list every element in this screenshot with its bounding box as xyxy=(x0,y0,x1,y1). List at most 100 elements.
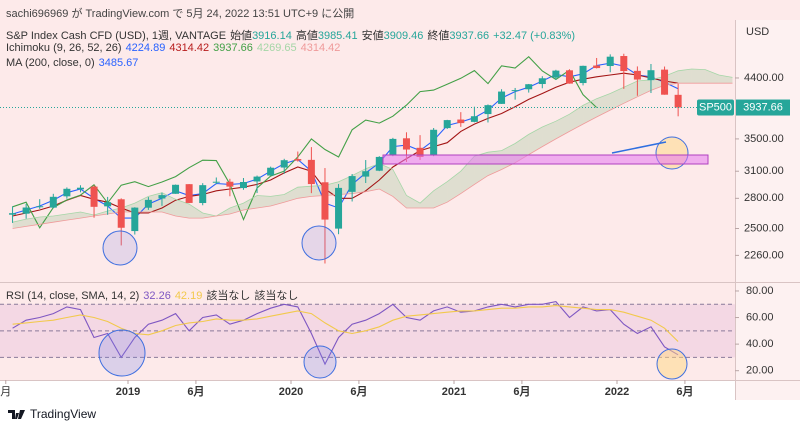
candle-body xyxy=(375,156,383,171)
na-label: 該当なし xyxy=(254,290,299,302)
candle-body xyxy=(498,91,506,104)
ichimoku-cloud xyxy=(447,171,461,203)
candle-body xyxy=(335,187,343,229)
candle-body xyxy=(511,90,519,92)
y-tick-label: 3100.00 xyxy=(744,165,784,177)
legend-row: RSI (14, close, SMA, 14, 2) 32.26 42.19 該当な… xyxy=(6,287,302,303)
candle-body xyxy=(172,184,180,194)
candle-body xyxy=(294,159,302,161)
candle-body xyxy=(267,167,275,176)
candle-body xyxy=(484,105,492,115)
x-tick-label: 2021 xyxy=(442,386,466,398)
zone-annotation xyxy=(382,154,709,165)
brand-logo xyxy=(8,410,25,419)
ichimoku-cloud xyxy=(528,127,543,155)
candle-body xyxy=(633,70,641,80)
indicator-value: 4269.65 xyxy=(256,42,297,54)
symbol-tag-label: SP500 xyxy=(699,101,732,113)
ichimoku-cloud xyxy=(80,211,95,219)
ichimoku-cloud xyxy=(555,114,570,139)
candle-body xyxy=(104,202,112,207)
indicator-value: 3937.66 xyxy=(213,42,253,54)
ichimoku-cloud xyxy=(460,156,475,194)
candle-body xyxy=(457,119,465,124)
candle-body xyxy=(565,70,573,84)
candle-body xyxy=(36,206,44,208)
symbol-title: S&P Index Cash CFD (USD), 1週, VANTAGE xyxy=(6,30,227,42)
ichimoku-cloud xyxy=(284,187,298,203)
circle-annotation xyxy=(102,230,138,266)
ichimoku-cloud xyxy=(691,69,706,84)
candle-body xyxy=(253,176,261,182)
indicator-value: 42.19 xyxy=(174,290,203,302)
candle-body xyxy=(647,70,655,81)
indicator-name: RSI (14, close, SMA, 14, 2) xyxy=(6,290,140,302)
x-tick-label: 6月 xyxy=(350,385,367,398)
ohlc-value: 3937.66 xyxy=(449,30,490,42)
ichimoku-cloud xyxy=(229,203,244,214)
ichimoku-cloud xyxy=(257,195,271,209)
y-tick-label: 2800.00 xyxy=(744,192,784,204)
candle-body xyxy=(606,56,614,67)
ohlc-label: 安値 xyxy=(361,30,384,42)
axis-area xyxy=(735,20,800,400)
ichimoku-cloud xyxy=(297,186,312,199)
candle-body xyxy=(239,182,247,189)
ichimoku-line xyxy=(12,55,597,229)
x-tick-label: 2020 xyxy=(279,386,303,398)
indicator-name: Ichimoku (9, 26, 52, 26) xyxy=(6,42,122,54)
legend-row: MA (200, close, 0) 3485.67 xyxy=(6,57,142,69)
candle-body xyxy=(430,129,438,155)
ichimoku-cloud xyxy=(26,217,40,227)
candle-body xyxy=(362,171,370,177)
symbol-tag xyxy=(697,99,734,116)
indicator-value: 4314.42 xyxy=(169,42,210,54)
ichimoku-cloud xyxy=(66,211,81,221)
price-tag xyxy=(736,99,790,116)
candle-body xyxy=(470,116,478,122)
circle-annotation xyxy=(301,225,337,261)
candle-body xyxy=(525,84,533,90)
candle-body xyxy=(131,207,139,232)
ohlc-value: 3909.46 xyxy=(383,30,424,42)
candle-body xyxy=(185,184,193,203)
background xyxy=(0,0,800,380)
candle-body xyxy=(443,120,451,129)
ichimoku-cloud xyxy=(406,195,421,209)
candle-body xyxy=(117,199,125,228)
y-tick-label: 2500.00 xyxy=(744,222,784,234)
brand: TradingView xyxy=(30,407,96,421)
axes: 2260.00 2500.00 2800.00 3100.00 3500.00 4400.… xyxy=(0,26,790,398)
circle-annotation xyxy=(98,329,146,377)
candle-body xyxy=(144,199,152,208)
ichimoku-cloud xyxy=(596,93,611,118)
x-tick-label: 6月 xyxy=(676,385,693,398)
x-tick-label: 6月 xyxy=(187,385,204,398)
ichimoku-cloud xyxy=(705,69,719,84)
axis-unit: USD xyxy=(746,26,769,38)
ichimoku-cloud xyxy=(270,194,285,207)
trend-line xyxy=(611,141,667,154)
candle-body xyxy=(538,78,546,85)
ichimoku-cloud xyxy=(420,190,434,209)
legend-row: Ichimoku (9, 26, 52, 26) 4224.89 4314.42 39… xyxy=(6,42,344,54)
candle-body xyxy=(90,186,98,207)
price-tag-label: 3937.66 xyxy=(743,101,783,113)
y-tick-label: 60.00 xyxy=(746,311,774,323)
candle-body xyxy=(49,196,57,208)
candle-body xyxy=(199,185,207,204)
ichimoku-cloud xyxy=(379,163,393,197)
rsi-line xyxy=(12,305,679,342)
ichimoku-cloud xyxy=(202,212,217,219)
candle-body xyxy=(674,94,682,108)
indicator-value: 4224.89 xyxy=(125,42,166,54)
candle-body xyxy=(22,207,30,214)
y-tick-label: 80.00 xyxy=(746,285,774,297)
candle-body xyxy=(402,138,410,150)
ohlc-label: 始値 xyxy=(230,30,253,42)
annotations xyxy=(98,136,709,380)
ichimoku-cloud xyxy=(433,181,448,209)
publisher: sachi696969 が TradingView.com で 5月 24, 2… xyxy=(6,8,355,20)
